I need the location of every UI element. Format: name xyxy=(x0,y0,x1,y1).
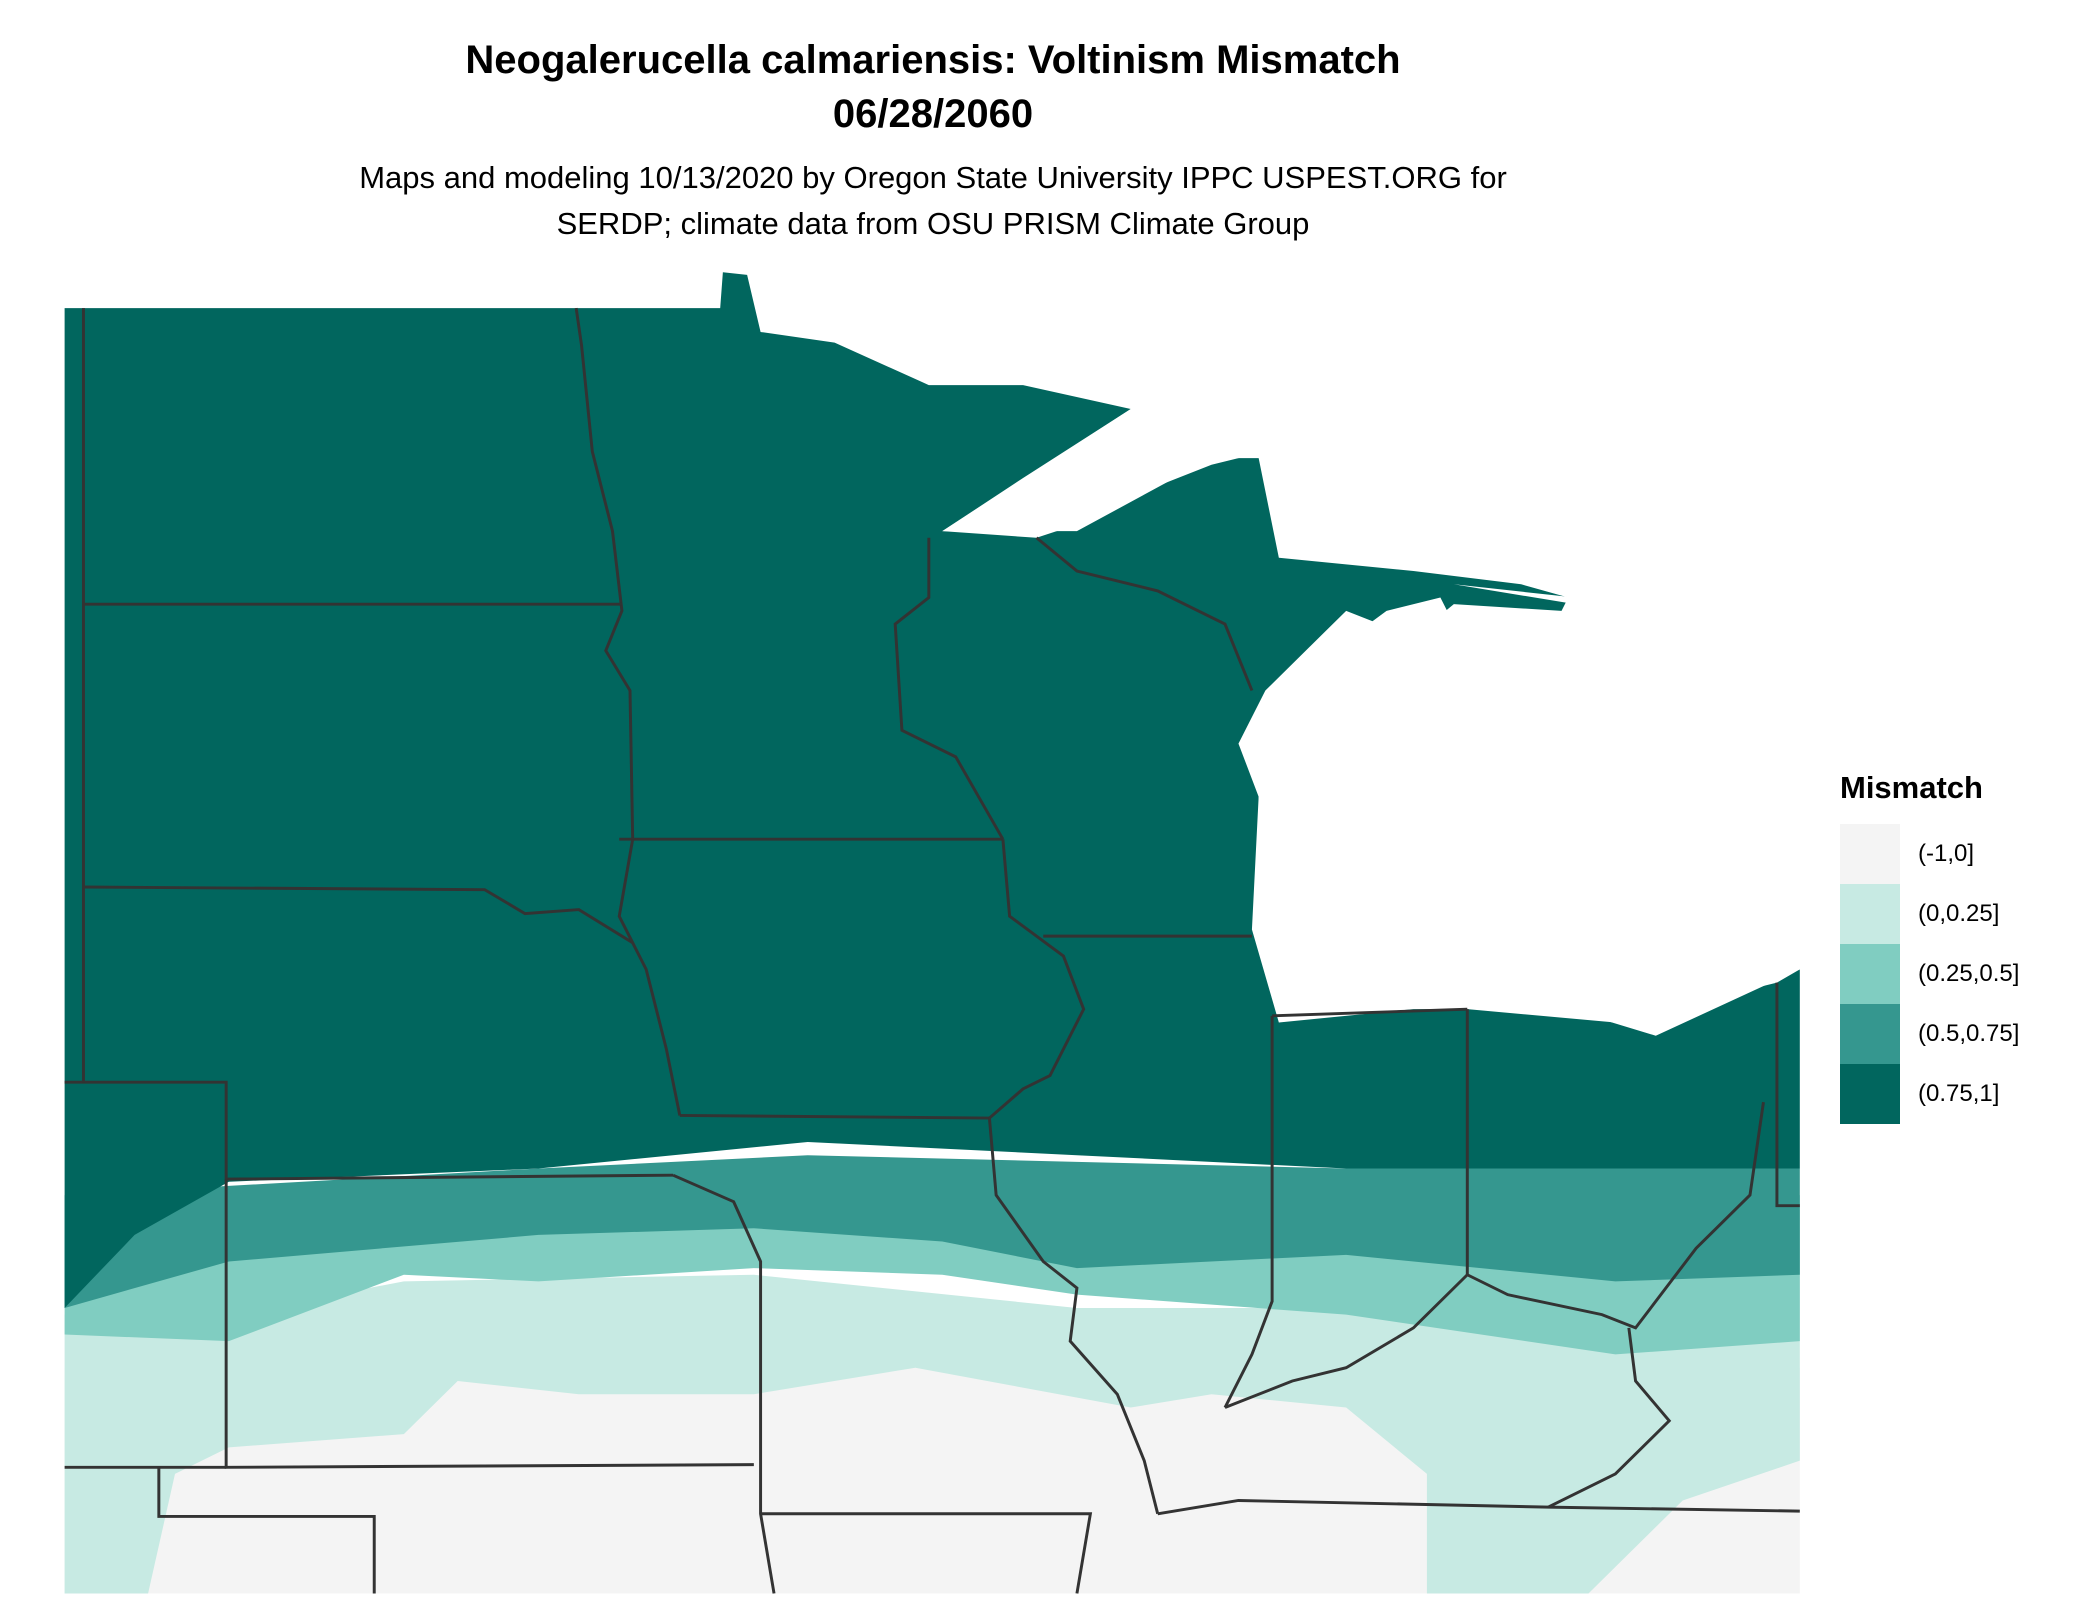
legend-item: (0.5,0.75] xyxy=(1840,1004,2019,1064)
legend-item: (0.25,0.5] xyxy=(1840,944,2019,1004)
legend-swatch xyxy=(1840,944,1900,1004)
border-oh-ky xyxy=(1466,1101,1765,1330)
lakes xyxy=(942,272,1800,1036)
border-ne-ks xyxy=(64,1080,674,1181)
subtitle-line-2: SERDP; climate data from OSU PRISM Clima… xyxy=(556,206,1310,241)
legend-swatch xyxy=(1840,1064,1900,1124)
lake-michigan xyxy=(1258,597,1454,1010)
border-mo-west xyxy=(672,1173,776,1594)
border-ia-west xyxy=(617,838,682,1116)
border-mo-ar xyxy=(760,1512,1093,1594)
border-ok-panhandle xyxy=(157,1467,376,1594)
legend-label: (0.25,0.5] xyxy=(1918,960,2020,987)
state-borders xyxy=(64,307,1800,1594)
legend-item: (0,0.25] xyxy=(1840,884,2019,944)
border-il-west xyxy=(987,1117,1160,1515)
border-oh-pa xyxy=(1775,982,1800,1208)
map-title: Neogalerucella calmariensis: Voltinism M… xyxy=(465,38,1401,82)
band-0.5-0.75 xyxy=(64,1155,1800,1308)
border-ky-va xyxy=(1547,1327,1672,1509)
lake-huron xyxy=(1453,272,1800,1036)
border-ky-in xyxy=(1224,1273,1469,1409)
border-ia-east xyxy=(988,839,1086,1120)
legend-label: (0,0.25] xyxy=(1918,900,2000,927)
legend-item: (0.75,1] xyxy=(1840,1064,2019,1124)
border-ia-mo xyxy=(679,1113,990,1120)
legend-title: Mismatch xyxy=(1840,770,1983,805)
legend-item: (-1,0] xyxy=(1840,824,2019,884)
border-wi-mn xyxy=(893,537,1005,840)
legend-label: (-1,0] xyxy=(1918,840,1975,867)
legend: Mismatch (-1,0] (0,0.25] (0.25,0.5] (0.5,0.… xyxy=(1840,770,2019,1124)
legend-label: (0.75,1] xyxy=(1918,1080,2000,1107)
legend-label: (0.5,0.75] xyxy=(1918,1020,2020,1047)
map-date: 06/28/2060 xyxy=(832,92,1034,136)
legend-swatch xyxy=(1840,824,1900,884)
legend-swatch xyxy=(1840,884,1900,944)
lake-superior xyxy=(942,398,1266,538)
border-wi-mi xyxy=(1035,536,1254,692)
mismatch-bands xyxy=(64,272,1800,1594)
border-ky-south xyxy=(1157,1499,1800,1516)
border-in-mi xyxy=(1272,1007,1468,1018)
border-nd-mn xyxy=(574,307,635,840)
subtitle-line-1: Maps and modeling 10/13/2020 by Oregon S… xyxy=(359,160,1507,195)
border-sd-ne xyxy=(83,885,634,945)
legend-swatch xyxy=(1840,1004,1900,1064)
band-0.75-1 xyxy=(64,272,1800,1308)
border-il-in xyxy=(1223,1015,1274,1409)
